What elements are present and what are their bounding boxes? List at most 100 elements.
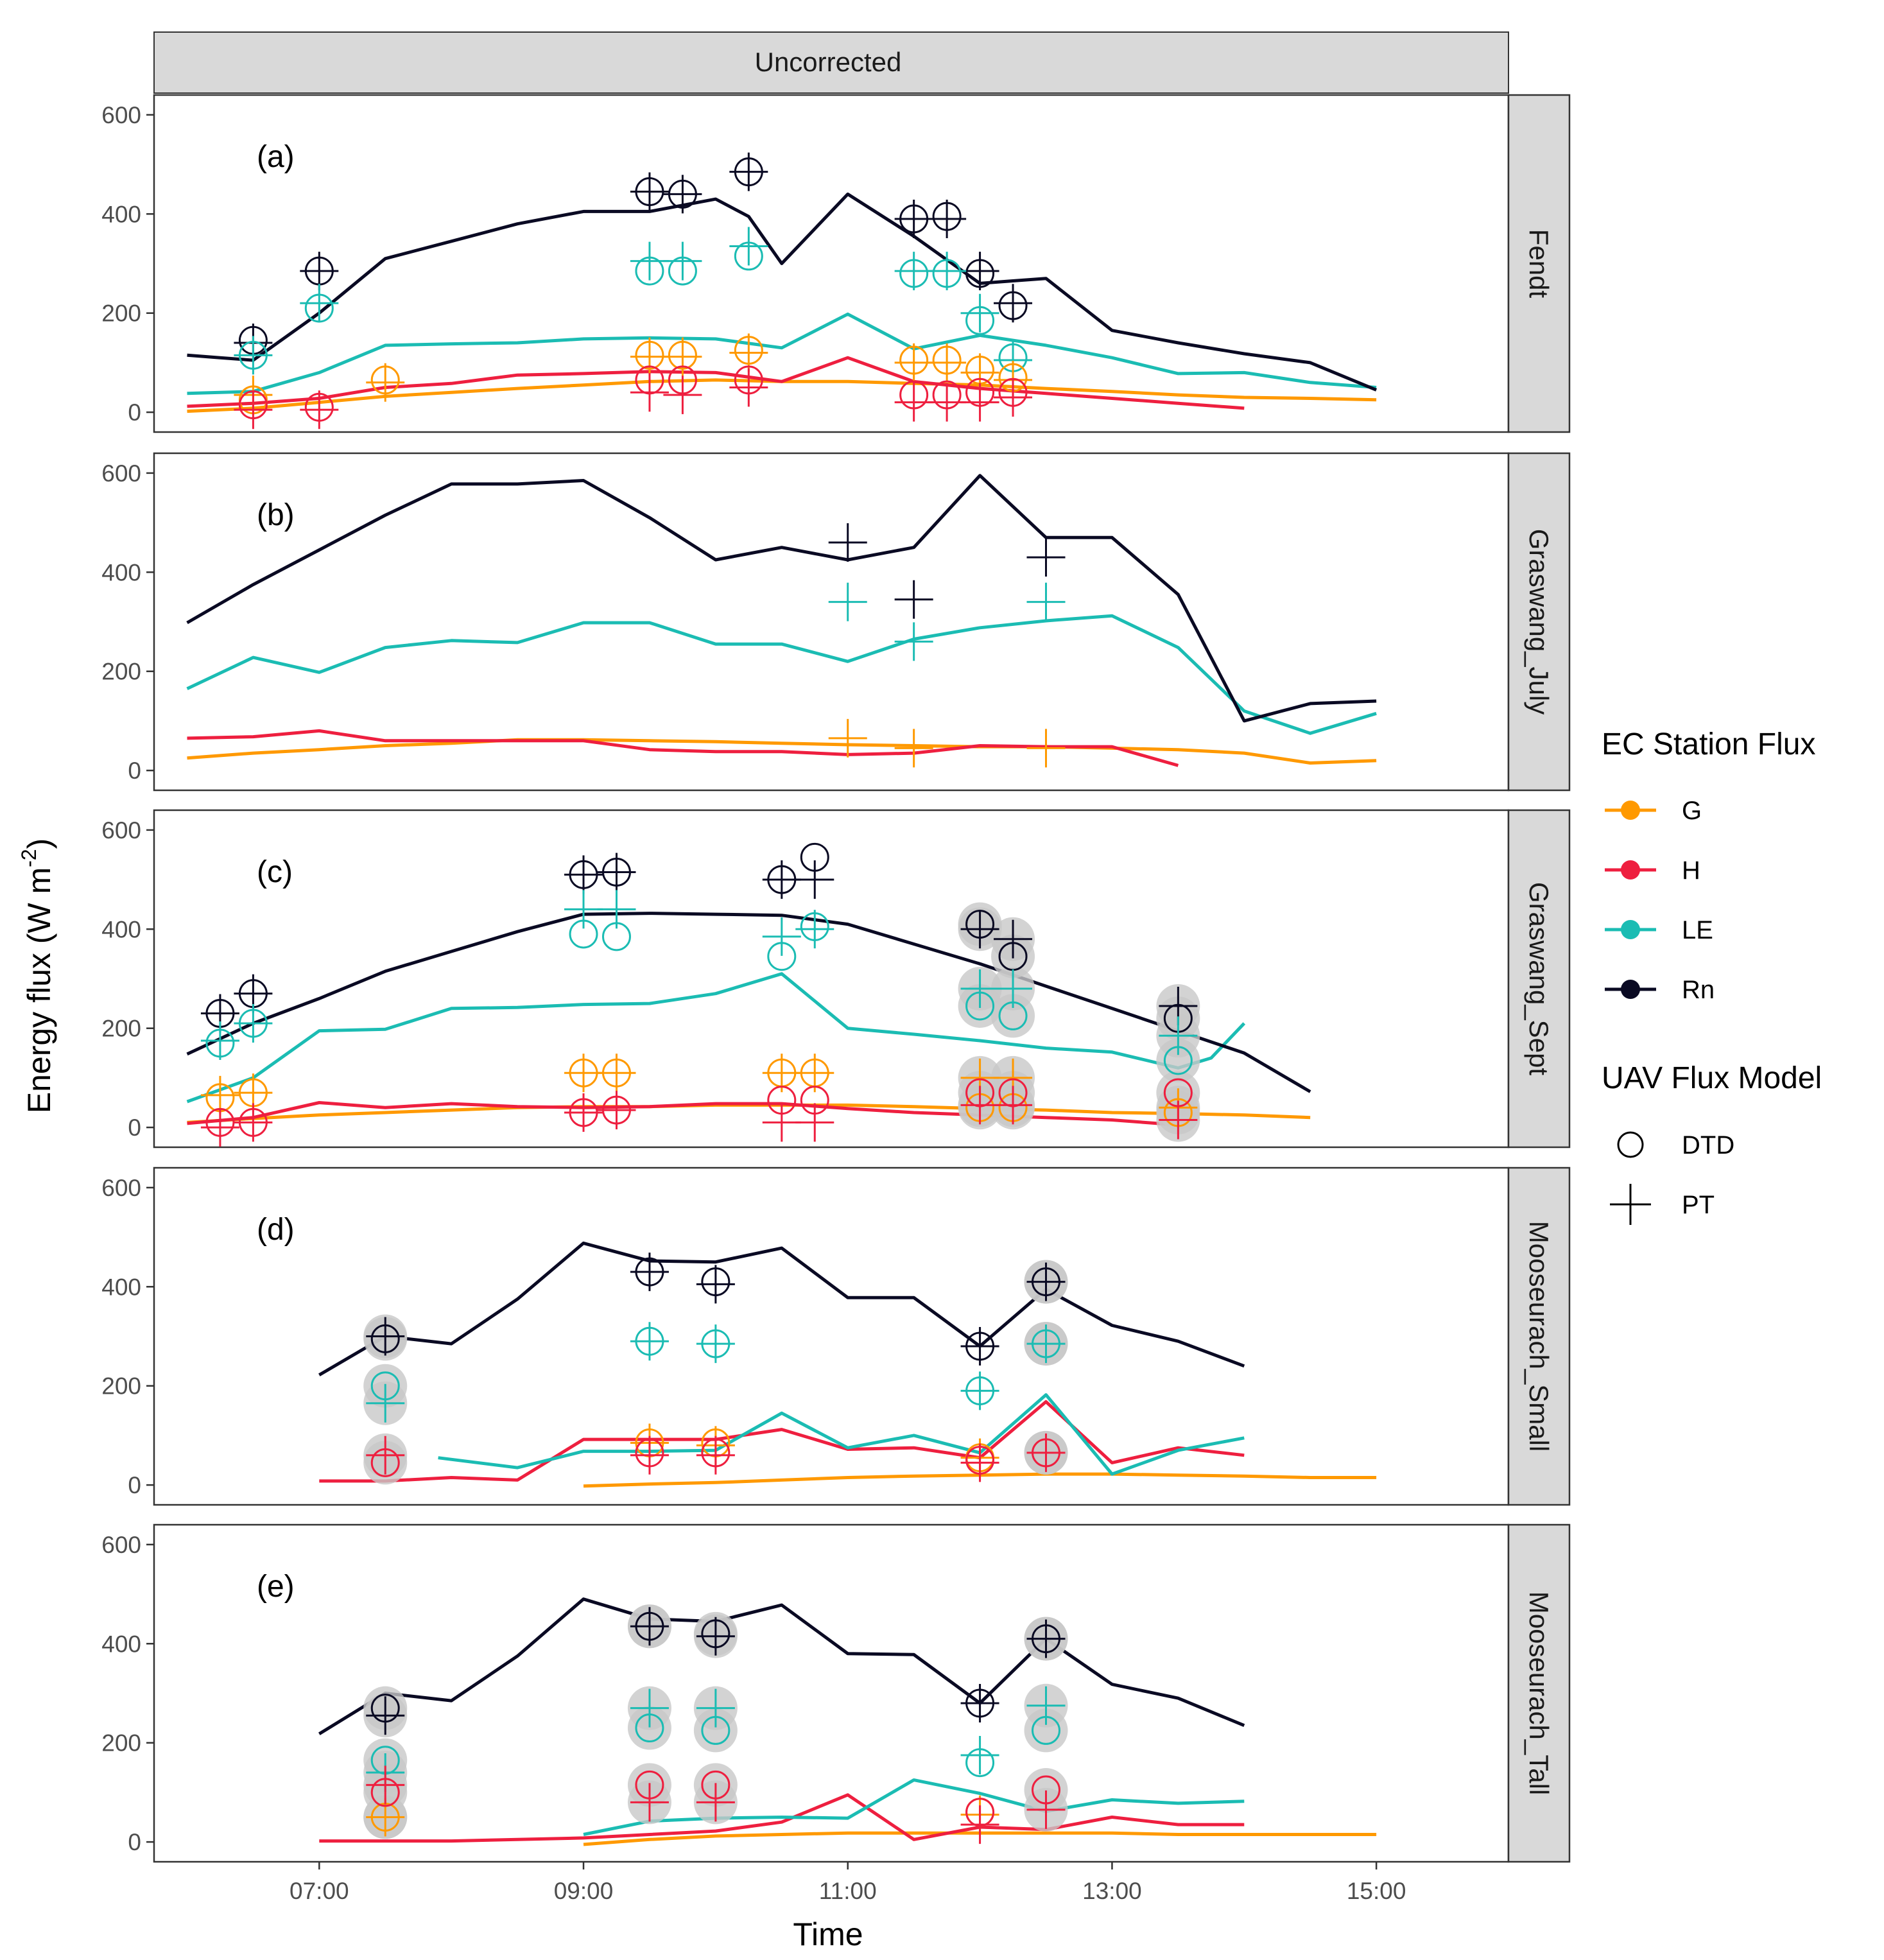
pt-point-le — [960, 293, 999, 333]
y-axis-title-close: ) — [21, 838, 57, 849]
series-line-h — [319, 1793, 1245, 1843]
pt-point-rn — [630, 1253, 669, 1292]
pt-point-le — [630, 241, 669, 281]
legend-label-le: LE — [1682, 916, 1713, 944]
pt-point-rn — [994, 919, 1033, 958]
y-tick-label: 600 — [101, 1175, 141, 1201]
pt-point-le — [894, 252, 933, 291]
y-tick-label: 600 — [101, 1532, 141, 1558]
pt-point-le — [663, 241, 702, 281]
series-line-rn — [318, 1241, 1245, 1376]
panel-strip-label: Graswang_Sept — [1524, 882, 1554, 1076]
pt-point-rn — [564, 855, 603, 894]
pt-point-le — [597, 890, 636, 929]
series-line-le — [186, 614, 1377, 735]
legend-dot-g — [1621, 801, 1640, 820]
y-tick-label: 600 — [101, 102, 141, 128]
y-tick-label: 600 — [101, 460, 141, 487]
x-tick-label: 07:00 — [290, 1878, 349, 1904]
y-tick-label: 400 — [101, 1274, 141, 1300]
pt-point-h — [960, 1805, 999, 1844]
pt-point-rn — [960, 1326, 999, 1366]
panel-frame — [153, 1523, 1510, 1863]
pt-point-rn — [894, 200, 933, 239]
pt-point-le — [1026, 1686, 1066, 1725]
pt-point-le — [960, 1736, 999, 1775]
panel-strip-label: Fendt — [1524, 229, 1554, 299]
pt-point-g — [366, 1798, 405, 1837]
series-line-le — [583, 1778, 1245, 1836]
pt-point-h — [366, 1765, 405, 1805]
panel-frame — [153, 809, 1510, 1149]
pt-point-h — [234, 1103, 273, 1142]
panel-mooseurach-tall: Mooseurach_Tall 0 200 400 600 (e) — [101, 1523, 1571, 1863]
legend-ec-title: EC Station Flux — [1602, 727, 1815, 761]
y-axis-title-sup: -2 — [17, 849, 40, 867]
pt-point-h — [994, 377, 1033, 417]
pt-point-rn — [630, 172, 669, 211]
pt-point-h — [696, 1783, 735, 1822]
pt-point-rn — [597, 853, 636, 892]
pt-point-h — [994, 1086, 1033, 1125]
pt-point-rn — [729, 152, 768, 191]
pt-point-rn — [960, 910, 999, 949]
pt-point-le — [960, 969, 999, 1008]
pt-point-h — [960, 383, 999, 422]
pt-point-rn — [795, 860, 834, 899]
pt-point-h — [1026, 1790, 1066, 1829]
pt-point-rn — [630, 1607, 669, 1646]
pt-point-rn — [994, 284, 1033, 323]
pt-point-h — [729, 368, 768, 407]
y-tick-label: 0 — [128, 758, 141, 784]
pt-point-le — [795, 910, 834, 949]
pt-point-h — [630, 1783, 669, 1822]
x-axis-title: Time — [793, 1916, 863, 1952]
series-line-rn — [318, 1597, 1245, 1735]
pt-point-g — [564, 1054, 603, 1093]
panel-tag: (e) — [257, 1570, 295, 1604]
legend-label-dtd: DTD — [1682, 1131, 1734, 1159]
x-tick-label: 09:00 — [554, 1878, 614, 1904]
series-line-rn — [187, 192, 1378, 392]
pt-point-h — [630, 373, 669, 412]
series-line-h — [187, 729, 1179, 767]
pt-point-h — [960, 1086, 999, 1125]
panel-tag: (d) — [257, 1213, 295, 1247]
pt-point-h — [762, 1103, 801, 1142]
legend: EC Station Flux G H LE Rn UAV Flux Model DT… — [1602, 727, 1822, 1225]
x-tick-label: 15:00 — [1347, 1878, 1406, 1904]
pt-point-le — [200, 1021, 239, 1061]
y-tick-label: 400 — [101, 1631, 141, 1657]
y-tick-label: 200 — [101, 1016, 141, 1042]
y-tick-label: 0 — [128, 399, 141, 426]
x-tick-label: 11:00 — [819, 1878, 877, 1904]
series-line-le — [438, 1393, 1245, 1476]
y-tick-label: 400 — [101, 201, 141, 227]
pt-point-le — [234, 1003, 273, 1043]
pt-point-rn — [928, 200, 967, 239]
legend-ec-items: G H LE Rn — [1605, 797, 1715, 1004]
pt-point-le — [630, 1688, 669, 1728]
panel-tag: (c) — [257, 855, 293, 889]
pt-point-rn — [696, 1617, 735, 1656]
panel-strip-label: Mooseurach_Small — [1524, 1221, 1554, 1452]
pt-point-h — [300, 390, 339, 429]
legend-pt-symbol — [1610, 1184, 1651, 1225]
pt-point-g — [663, 337, 702, 376]
pt-point-h — [696, 1435, 735, 1475]
x-tick-label: 13:00 — [1082, 1878, 1142, 1904]
pt-point-h — [1026, 1433, 1066, 1472]
pt-point-le — [234, 336, 273, 375]
pt-point-g — [1026, 729, 1066, 768]
pt-point-rn — [960, 1683, 999, 1722]
legend-label-g: G — [1682, 797, 1702, 825]
pt-point-h — [630, 1435, 669, 1475]
panel-mooseurach-small: Mooseurach_Small 0 200 400 600 (d) — [101, 1166, 1571, 1506]
pt-point-h — [894, 383, 933, 422]
pt-point-g — [894, 729, 933, 768]
pt-point-rn — [894, 580, 933, 619]
y-tick-label: 200 — [101, 659, 141, 685]
pt-point-rn — [663, 175, 702, 214]
panel-graswang-sept: Graswang_Sept 0 200 400 600 (c) — [101, 809, 1571, 1149]
